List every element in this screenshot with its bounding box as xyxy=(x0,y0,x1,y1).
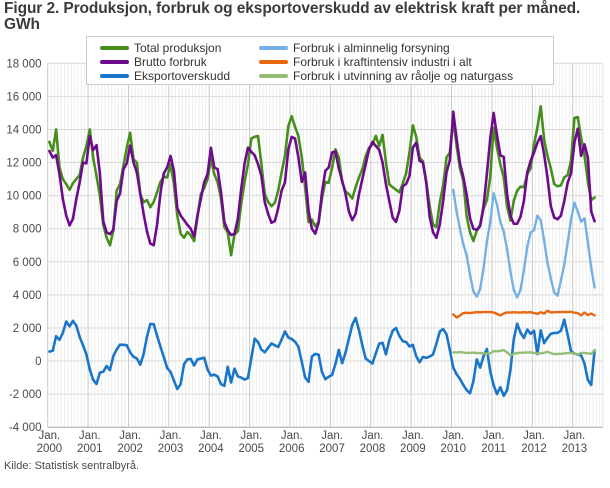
chart-legend: Total produksjon Brutto forbruk Eksporto… xyxy=(86,36,554,85)
svg-text:2004: 2004 xyxy=(198,443,224,455)
gridlines-yearly xyxy=(47,63,574,428)
legend-label: Forbruk i utvinning av råolje og naturga… xyxy=(293,69,514,83)
svg-text:10 000: 10 000 xyxy=(6,191,41,203)
legend-item-total-produksjon[interactable]: Total produksjon xyxy=(100,41,221,55)
svg-text:2002: 2002 xyxy=(117,443,143,455)
svg-text:2011: 2011 xyxy=(481,443,506,455)
legend-swatch-utvinning-raolje-icon xyxy=(259,74,288,78)
legend-swatch-kraftintensiv-industri-icon xyxy=(259,60,288,64)
series-line-0 xyxy=(48,105,596,257)
legend-swatch-eksportoverskudd-icon xyxy=(100,74,129,78)
svg-text:Jan.: Jan. xyxy=(39,430,61,442)
legend-item-eksportoverskudd[interactable]: Eksportoverskudd xyxy=(100,69,230,83)
legend-label: Total produksjon xyxy=(134,41,222,55)
legend-label: Brutto forbruk xyxy=(134,55,207,69)
svg-text:Jan.: Jan. xyxy=(160,430,182,442)
svg-text:-4 000: -4 000 xyxy=(9,422,42,434)
svg-text:8 000: 8 000 xyxy=(13,224,42,236)
legend-swatch-brutto-forbruk-icon xyxy=(100,60,129,64)
svg-text:2006: 2006 xyxy=(279,443,305,455)
svg-text:Jan.: Jan. xyxy=(321,430,343,442)
svg-text:4 000: 4 000 xyxy=(13,290,42,302)
legend-label: Forbruk i alminnelig forsyning xyxy=(293,41,450,55)
series-line-3 xyxy=(452,188,596,299)
svg-text:Jan.: Jan. xyxy=(402,430,424,442)
svg-text:2003: 2003 xyxy=(158,443,184,455)
series-line-1 xyxy=(48,110,596,247)
svg-text:Jan.: Jan. xyxy=(79,430,101,442)
y-axis-labels: -4 000 -2 000 0 2 000 4 000 6 000 8 000 10 000 1… xyxy=(6,58,41,434)
svg-text:6 000: 6 000 xyxy=(13,257,42,269)
svg-text:0: 0 xyxy=(35,356,41,368)
svg-text:16 000: 16 000 xyxy=(6,91,41,103)
x-axis-labels: Jan.2000Jan.2001Jan.2002Jan.2003Jan.2004… xyxy=(37,430,588,455)
series-line-5 xyxy=(452,348,596,357)
legend-item-alminnelig-forsyning[interactable]: Forbruk i alminnelig forsyning xyxy=(259,41,450,55)
legend-swatch-alminnelig-forsyning-icon xyxy=(259,46,288,50)
svg-text:Jan.: Jan. xyxy=(240,430,262,442)
svg-text:Jan.: Jan. xyxy=(281,430,303,442)
svg-text:18 000: 18 000 xyxy=(6,58,41,70)
svg-text:2012: 2012 xyxy=(521,443,547,455)
svg-text:Jan.: Jan. xyxy=(564,430,586,442)
source-caption: Kilde: Statistisk sentralbyrå. xyxy=(4,460,140,472)
legend-item-utvinning-raolje[interactable]: Forbruk i utvinning av råolje og naturga… xyxy=(259,69,513,83)
svg-text:Jan.: Jan. xyxy=(200,430,222,442)
svg-text:2009: 2009 xyxy=(400,443,426,455)
svg-text:2000: 2000 xyxy=(37,443,63,455)
legend-label: Forbruk i kraftintensiv industri i alt xyxy=(293,55,472,69)
svg-text:12 000: 12 000 xyxy=(6,158,41,170)
svg-text:Jan.: Jan. xyxy=(442,430,464,442)
svg-text:2008: 2008 xyxy=(360,443,386,455)
svg-text:Jan.: Jan. xyxy=(523,430,545,442)
series-lines xyxy=(48,105,596,398)
svg-text:2010: 2010 xyxy=(440,443,466,455)
legend-label: Eksportoverskudd xyxy=(134,69,231,83)
series-line-2 xyxy=(48,316,596,398)
series-line-4 xyxy=(452,309,596,319)
chart-title: Figur 2. Produksjon, forbruk og eksporto… xyxy=(4,0,581,33)
svg-text:Jan.: Jan. xyxy=(119,430,141,442)
legend-swatch-total-produksjon-icon xyxy=(100,46,129,50)
svg-text:Jan.: Jan. xyxy=(483,430,505,442)
legend-item-kraftintensiv-industri[interactable]: Forbruk i kraftintensiv industri i alt xyxy=(259,55,472,69)
svg-text:Jan.: Jan. xyxy=(362,430,384,442)
legend-item-brutto-forbruk[interactable]: Brutto forbruk xyxy=(100,55,207,69)
svg-text:14 000: 14 000 xyxy=(6,124,41,136)
svg-text:-2 000: -2 000 xyxy=(9,389,42,401)
gridlines-monthly xyxy=(50,63,604,428)
svg-text:2007: 2007 xyxy=(319,443,345,455)
svg-text:2005: 2005 xyxy=(239,443,265,455)
svg-text:2 000: 2 000 xyxy=(13,323,42,335)
svg-text:2013: 2013 xyxy=(562,443,588,455)
svg-text:2001: 2001 xyxy=(77,443,103,455)
